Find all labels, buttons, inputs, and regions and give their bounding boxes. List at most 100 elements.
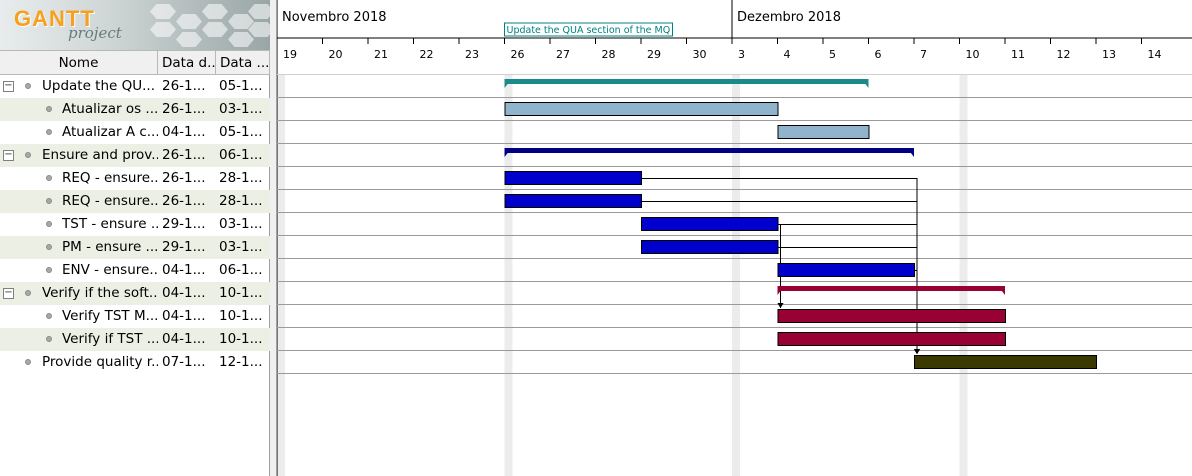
- gantt-chart[interactable]: Novembro 2018 Dezembro 2018 19 20 21 22 23 26 27…: [277, 0, 1192, 476]
- column-header-end-date[interactable]: Data ...: [216, 51, 270, 75]
- task-bullet-icon: [46, 129, 52, 135]
- task-start-date: 26-1...: [162, 101, 206, 117]
- day-label: 14: [1148, 48, 1162, 61]
- task-row[interactable]: REQ - ensure... 26-1... 28-1...: [0, 190, 270, 213]
- task-name[interactable]: PM - ensure ...: [62, 239, 158, 255]
- task-row[interactable]: Verify TST M... 04-1... 10-1...: [0, 305, 270, 328]
- task-name[interactable]: Update the QU...: [42, 78, 156, 94]
- task-end-date: 06-1...: [219, 147, 263, 163]
- task-end-date: 10-1...: [219, 308, 263, 324]
- day-label: 11: [1011, 48, 1025, 61]
- day-label: 29: [647, 48, 661, 61]
- task-bullet-icon: [25, 359, 31, 365]
- panel-splitter[interactable]: [270, 0, 277, 476]
- collapse-toggle-icon[interactable]: −: [3, 287, 14, 299]
- task-name[interactable]: Ensure and prov...: [42, 147, 158, 163]
- task-name[interactable]: Provide quality r...: [42, 354, 158, 370]
- weekend-column: [732, 75, 740, 476]
- task-name[interactable]: Verify if the soft...: [42, 285, 158, 301]
- task-bar: [504, 171, 642, 185]
- task-name[interactable]: ENV - ensure...: [62, 262, 158, 278]
- day-label: 4: [784, 48, 791, 61]
- day-label: 28: [602, 48, 616, 61]
- task-end-date: 10-1...: [219, 285, 263, 301]
- task-bar: [641, 240, 779, 254]
- day-label: 26: [511, 48, 525, 61]
- task-name[interactable]: REQ - ensure...: [62, 170, 158, 186]
- task-name[interactable]: Verify TST M...: [62, 308, 158, 324]
- summary-bar-end-cap: [907, 148, 914, 157]
- summary-bar: [504, 148, 914, 153]
- task-row[interactable]: PM - ensure ... 29-1... 03-1...: [0, 236, 270, 259]
- task-bullet-icon: [25, 290, 31, 296]
- task-start-date: 04-1...: [162, 285, 206, 301]
- collapse-toggle-icon[interactable]: −: [3, 80, 14, 92]
- collapse-toggle-icon[interactable]: −: [3, 149, 14, 161]
- task-end-date: 03-1...: [219, 216, 263, 232]
- task-bullet-icon: [46, 175, 52, 181]
- arrow-head: [914, 349, 920, 354]
- task-bullet-icon: [46, 244, 52, 250]
- task-end-date: 28-1...: [219, 193, 263, 209]
- column-header-start-date[interactable]: Data d...: [158, 51, 216, 75]
- weekend-column: [504, 75, 513, 476]
- task-start-date: 07-1...: [162, 354, 206, 370]
- task-bullet-icon: [46, 267, 52, 273]
- summary-bar-end-cap: [998, 286, 1005, 295]
- task-bar: [777, 125, 870, 139]
- weekend-column: [277, 75, 285, 476]
- task-end-date: 03-1...: [219, 101, 263, 117]
- task-start-date: 26-1...: [162, 147, 206, 163]
- task-start-date: 04-1...: [162, 308, 206, 324]
- task-start-date: 29-1...: [162, 216, 206, 232]
- task-name[interactable]: Atualizar A c...: [62, 124, 158, 140]
- task-row[interactable]: − Update the QU... 26-1... 05-1...: [0, 75, 270, 98]
- task-name[interactable]: Verify if TST ...: [62, 331, 158, 347]
- summary-bar-start-cap: [504, 148, 512, 157]
- task-end-date: 06-1...: [219, 262, 263, 278]
- task-bar: [777, 332, 1006, 346]
- day-label: 23: [465, 48, 479, 61]
- task-bullet-icon: [25, 152, 31, 158]
- annotation-box: [504, 22, 673, 37]
- task-end-date: 28-1...: [219, 170, 263, 186]
- task-start-date: 26-1...: [162, 78, 206, 94]
- task-start-date: 26-1...: [162, 193, 206, 209]
- task-start-date: 29-1...: [162, 239, 206, 255]
- task-name[interactable]: TST - ensure ...: [62, 216, 158, 232]
- gantt-chart-canvas[interactable]: Novembro 2018 Dezembro 2018 19 20 21 22 23 26 27…: [277, 0, 1192, 476]
- task-row[interactable]: REQ - ensure... 26-1... 28-1...: [0, 167, 270, 190]
- day-label: 30: [693, 48, 707, 61]
- task-row[interactable]: Verify if TST ... 04-1... 10-1...: [0, 328, 270, 351]
- summary-bar-start-cap: [504, 79, 512, 88]
- month-label: Novembro 2018: [282, 10, 387, 25]
- day-label: 19: [283, 48, 297, 61]
- task-row[interactable]: TST - ensure ... 29-1... 03-1...: [0, 213, 270, 236]
- task-row[interactable]: Atualizar A c... 04-1... 05-1...: [0, 121, 270, 144]
- task-bar: [504, 102, 779, 116]
- task-bar: [777, 309, 1006, 323]
- task-name[interactable]: REQ - ensure...: [62, 193, 158, 209]
- task-bullet-icon: [46, 336, 52, 342]
- day-label: 7: [920, 48, 927, 61]
- task-name[interactable]: Atualizar os ...: [62, 101, 158, 117]
- task-bar: [777, 263, 915, 277]
- task-bullet-icon: [25, 83, 31, 89]
- task-table-panel: GANTT project Nome Data d... Data ... − U…: [0, 0, 270, 476]
- task-end-date: 12-1...: [219, 354, 263, 370]
- task-row[interactable]: Provide quality r... 07-1... 12-1...: [0, 351, 270, 374]
- task-row[interactable]: Atualizar os ... 26-1... 03-1...: [0, 98, 270, 121]
- summary-bar-start-cap: [777, 286, 785, 295]
- task-row[interactable]: ENV - ensure... 04-1... 06-1...: [0, 259, 270, 282]
- task-end-date: 05-1...: [219, 78, 263, 94]
- task-row[interactable]: − Verify if the soft... 04-1... 10-1...: [0, 282, 270, 305]
- day-label: 12: [1057, 48, 1071, 61]
- task-row[interactable]: − Ensure and prov... 26-1... 06-1...: [0, 144, 270, 167]
- column-header-name[interactable]: Nome: [0, 51, 158, 75]
- task-bar: [914, 355, 1097, 369]
- task-bullet-icon: [46, 221, 52, 227]
- task-end-date: 05-1...: [219, 124, 263, 140]
- day-label: 13: [1102, 48, 1116, 61]
- task-bullet-icon: [46, 313, 52, 319]
- day-label: 21: [374, 48, 388, 61]
